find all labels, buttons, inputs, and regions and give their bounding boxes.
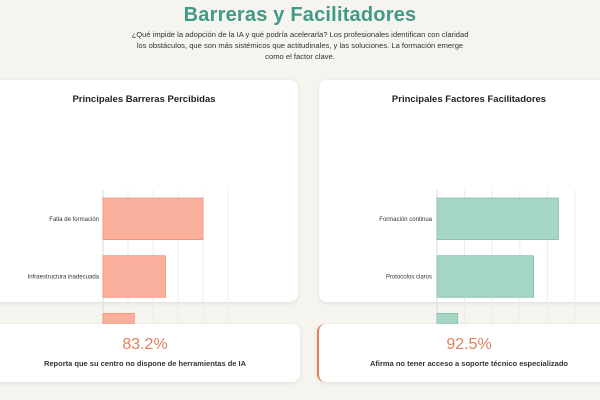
enabler-bar — [436, 255, 534, 298]
stat-label: Reporta que su centro no dispone de herr… — [43, 359, 247, 368]
barriers-chart-title: Principales Barreras Percibidas — [72, 94, 216, 105]
barrier-bar — [102, 255, 166, 298]
stat-card-no-tools: 83.2% Reporta que su centro no dispone d… — [0, 324, 300, 382]
stat-value: 92.5% — [446, 336, 492, 353]
page-title: Barreras y Facilitadores — [183, 4, 417, 26]
category-label: Infraestructura inadecuada — [28, 275, 100, 281]
enabler-bar — [436, 197, 559, 240]
enablers-chart: 0%20%40%60%80%100%Formación continuaProt… — [376, 190, 583, 374]
stat-card-no-support: 92.5% Afirma no tener acceso a soporte t… — [317, 324, 600, 382]
stat-label: Afirma no tener acceso a soporte técnico… — [370, 359, 568, 368]
category-label: Falta de formación — [49, 217, 99, 223]
barriers-chart-card: Principales Barreras Percibidas 0%20%40%… — [0, 80, 298, 374]
enablers-chart-card: Principales Factores Facilitadores 0%20%… — [319, 80, 600, 374]
intro-paragraph: ¿Qué impide la adopción de la IA y qué p… — [131, 30, 469, 61]
barriers-chart: 0%20%40%60%80%100%Falta de formaciónInfr… — [28, 190, 236, 374]
barrier-bar — [102, 197, 204, 240]
stat-value: 83.2% — [122, 336, 168, 353]
enablers-chart-title: Principales Factores Facilitadores — [391, 94, 547, 105]
category-label: Protocolos claros — [386, 275, 432, 281]
category-label: Formación continua — [379, 217, 432, 223]
